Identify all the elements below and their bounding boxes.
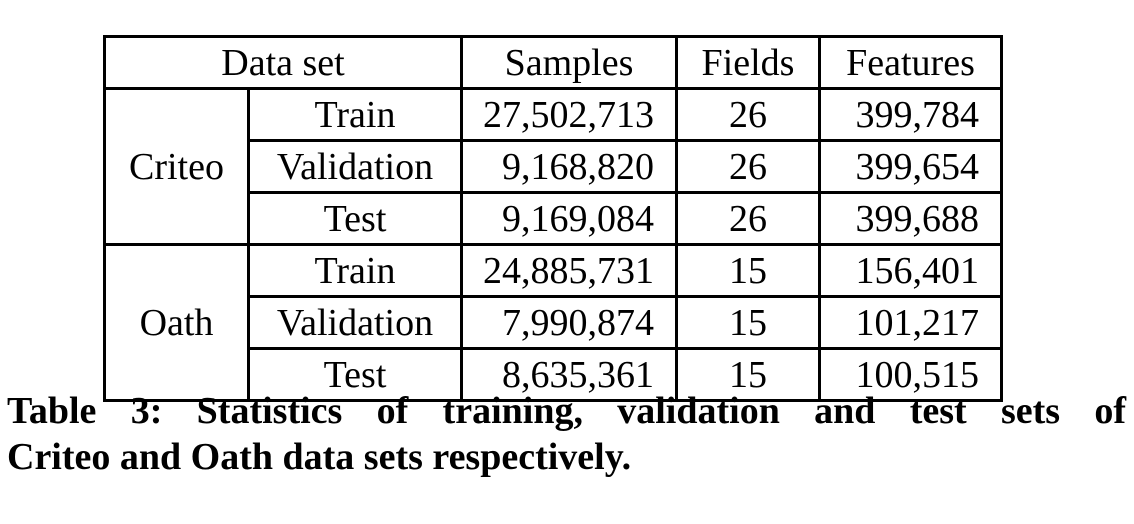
table-row-criteo-test: Test 9,169,084 26 399,688 [105, 191, 1003, 246]
samples-value: 24,885,731 [460, 243, 678, 298]
split-label: Test [247, 191, 463, 246]
dataset-statistics-table: Data set Samples Fields Features Criteo … [103, 35, 1003, 402]
fields-value: 15 [675, 243, 821, 298]
features-value: 399,654 [818, 139, 1003, 194]
table-row-oath-validation: Validation 7,990,874 15 101,217 [105, 295, 1003, 350]
fields-value: 15 [675, 347, 821, 402]
header-fields: Fields [675, 35, 821, 90]
table-caption-line1: Table 3: Statistics of training, validat… [7, 390, 1126, 432]
table-row-criteo-validation: Validation 9,168,820 26 399,654 [105, 139, 1003, 194]
fields-value: 15 [675, 295, 821, 350]
split-label: Train [247, 87, 463, 142]
table-caption-line2: Criteo and Oath data sets respectively. [7, 436, 632, 478]
features-value: 101,217 [818, 295, 1003, 350]
samples-value: 9,168,820 [460, 139, 678, 194]
features-value: 399,688 [818, 191, 1003, 246]
split-label: Validation [247, 139, 463, 194]
samples-value: 9,169,084 [460, 191, 678, 246]
features-value: 156,401 [818, 243, 1003, 298]
samples-value: 7,990,874 [460, 295, 678, 350]
table-caption: Table 3: Statistics of training, validat… [7, 388, 1126, 480]
split-label: Train [247, 243, 463, 298]
table-row-oath-test: Test 8,635,361 15 100,515 [105, 347, 1003, 402]
group-label-criteo: Criteo [103, 87, 250, 246]
table-row-criteo-train: Criteo Train 27,502,713 26 399,784 [103, 87, 1003, 246]
features-value: 399,784 [818, 87, 1003, 142]
header-features: Features [818, 35, 1003, 90]
header-dataset: Data set [103, 35, 463, 90]
fields-value: 26 [675, 87, 821, 142]
samples-value: 27,502,713 [460, 87, 678, 142]
features-value: 100,515 [818, 347, 1003, 402]
header-samples: Samples [460, 35, 678, 90]
group-label-oath: Oath [103, 243, 250, 402]
table-header-row: Data set Samples Fields Features [103, 35, 1003, 90]
table-row-oath-train: Oath Train 24,885,731 15 156,401 [103, 243, 1003, 402]
samples-value: 8,635,361 [460, 347, 678, 402]
split-label: Validation [247, 295, 463, 350]
split-label: Test [247, 347, 463, 402]
fields-value: 26 [675, 139, 821, 194]
fields-value: 26 [675, 191, 821, 246]
